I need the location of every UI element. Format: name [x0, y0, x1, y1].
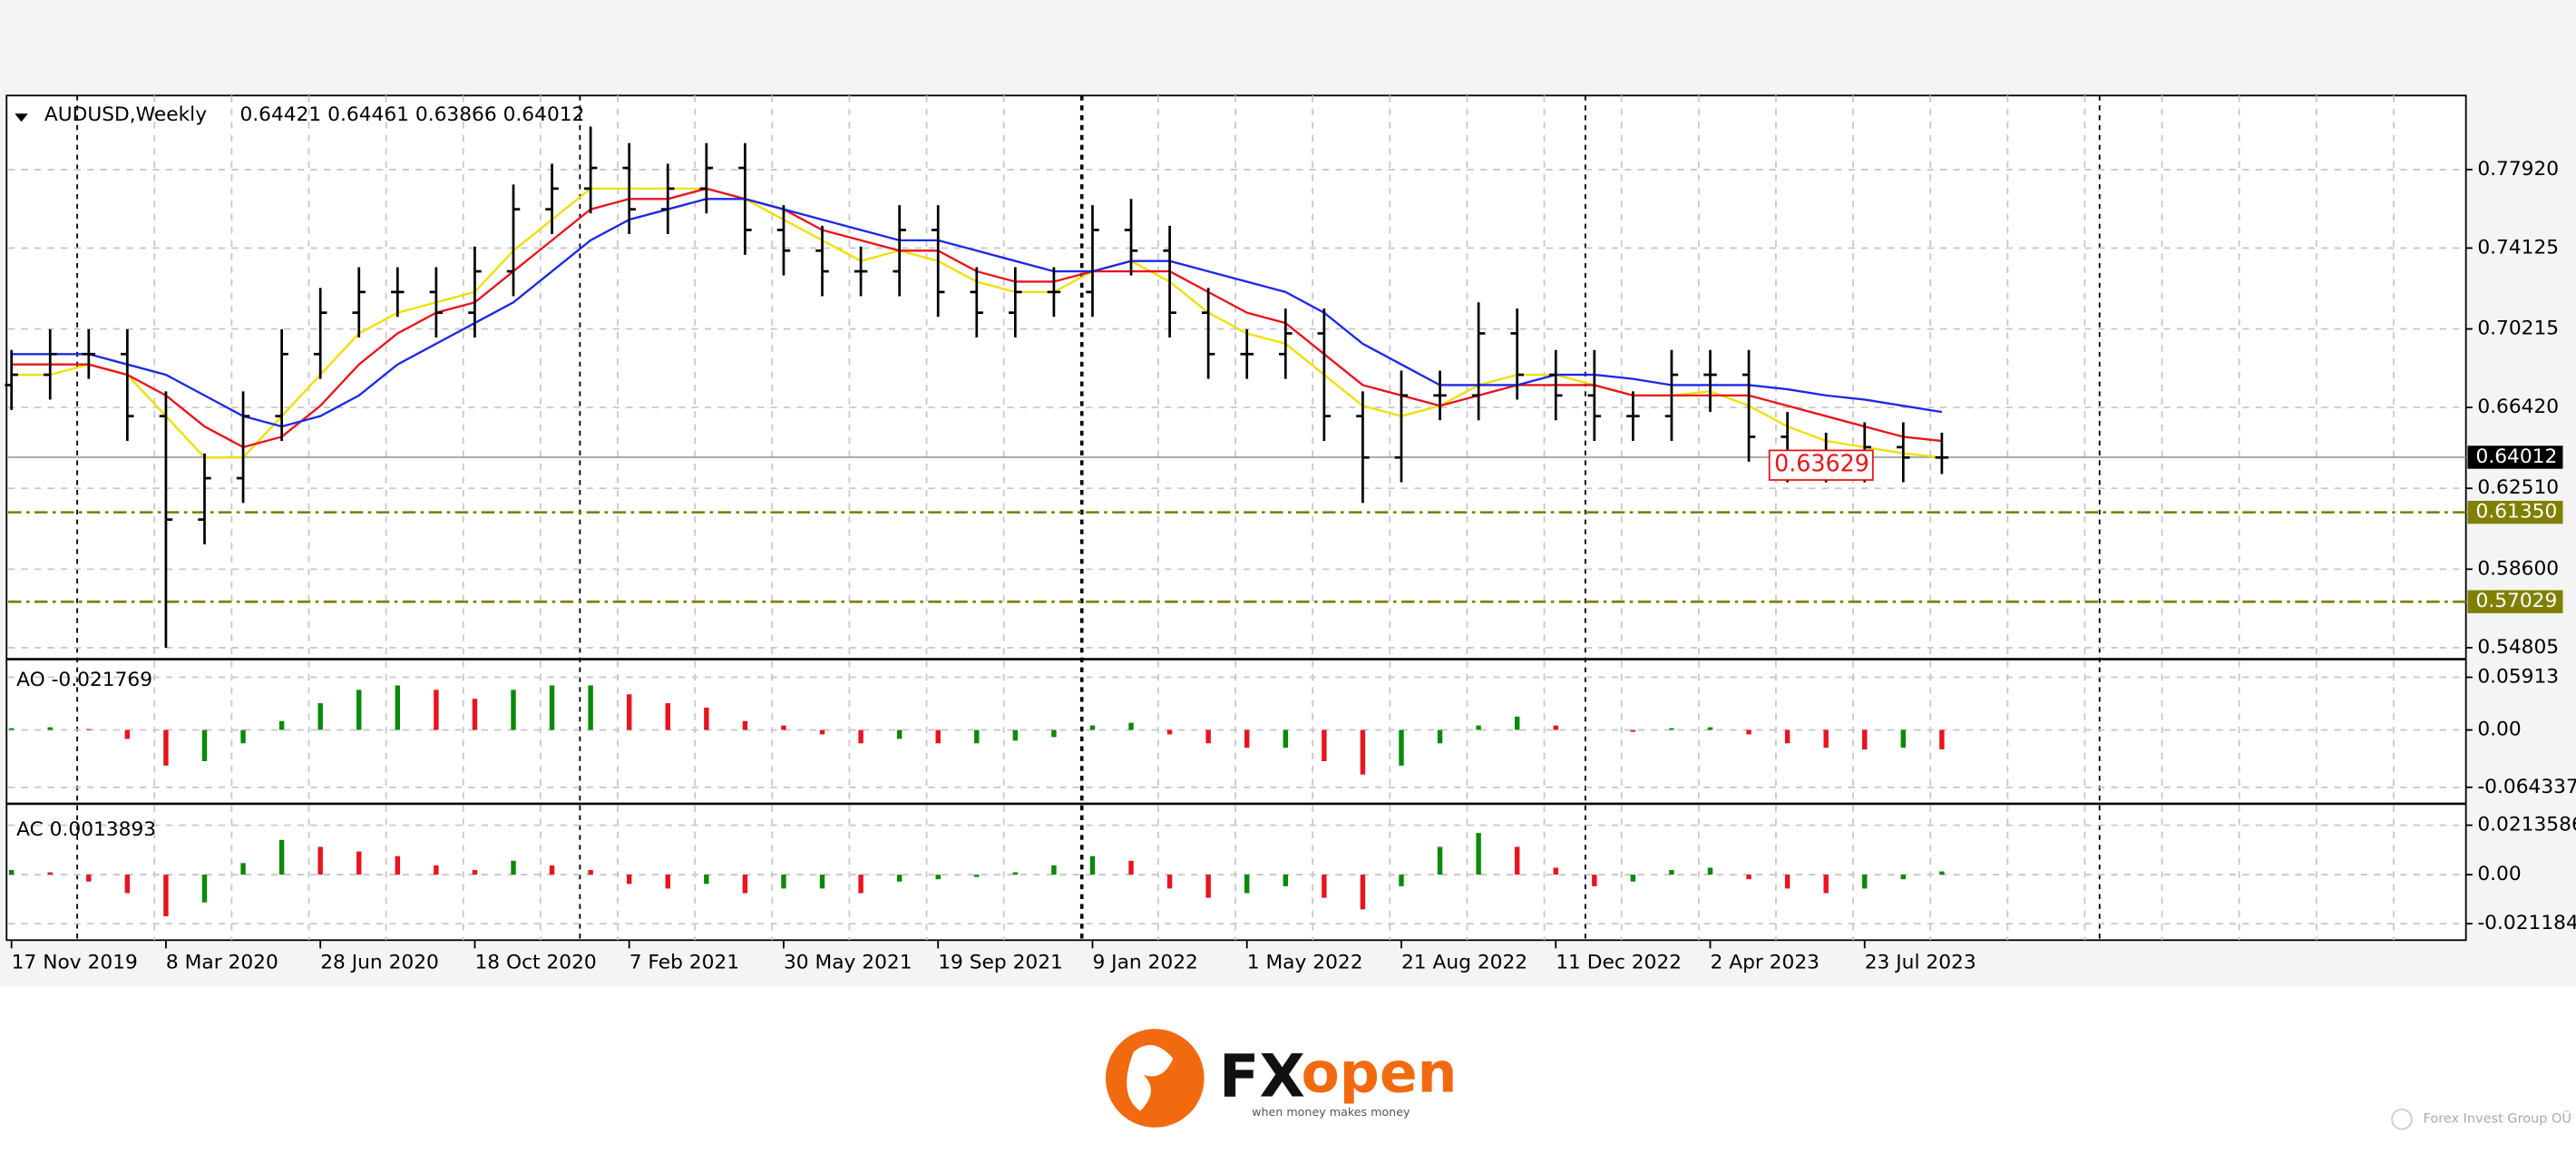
- level-label: 0.57029: [2476, 590, 2558, 612]
- brand-fx: FX: [1219, 1042, 1305, 1110]
- x-tick-label: 19 Sep 2021: [938, 952, 1063, 974]
- x-tick-label: 30 May 2021: [784, 952, 912, 974]
- ac-label: AC 0.0013893: [16, 818, 156, 841]
- x-tick-label: 21 Aug 2022: [1401, 952, 1527, 974]
- y-tick-label: 0.00: [2477, 863, 2521, 885]
- y-tick-label: 0.77920: [2477, 158, 2559, 181]
- y-tick-label: 0.05913: [2477, 666, 2559, 689]
- current-price-label: 0.64012: [2476, 445, 2558, 468]
- y-tick-label: 0.00: [2477, 719, 2521, 741]
- symbol: AUDUSD,Weekly: [44, 103, 207, 126]
- x-tick-label: 18 Oct 2020: [474, 952, 596, 974]
- logo-shape: [1127, 1044, 1174, 1111]
- x-tick-label: 9 Jan 2022: [1092, 952, 1197, 974]
- y-tick-label: 0.66420: [2477, 396, 2559, 418]
- logo-icon: [1105, 1029, 1205, 1128]
- level-box: [2467, 590, 2563, 613]
- level-label: 0.61350: [2476, 501, 2558, 523]
- x-tick-label: 8 Mar 2020: [166, 952, 278, 974]
- collapse-arrow: [15, 113, 28, 122]
- x-tick-label: 28 Jun 2020: [320, 952, 439, 974]
- grid: [8, 95, 2466, 941]
- brand-open: open: [1301, 1041, 1457, 1106]
- ao-label: AO -0.021769: [16, 669, 152, 691]
- current-price-box: [2467, 445, 2563, 469]
- level-box: [2467, 501, 2563, 524]
- x-tick-label: 17 Nov 2019: [12, 952, 138, 974]
- y-tick-label: -0.0211849: [2477, 912, 2576, 934]
- tagline: when money makes money: [1252, 1105, 1410, 1119]
- x-tick-label: 11 Dec 2022: [1556, 952, 1682, 974]
- y-tick-label: 0.62510: [2477, 476, 2559, 499]
- y-tick-label: -0.064337: [2477, 776, 2576, 798]
- footer: FX open when money makes money Forex Inv…: [1105, 1029, 2571, 1130]
- y-tick-label: 0.74125: [2477, 236, 2559, 259]
- company: Forex Invest Group OÜ: [2424, 1110, 2571, 1127]
- ohlc-text: 0.64421 0.64461 0.63866 0.64012: [239, 103, 584, 126]
- y-tick-label: 0.0213586: [2477, 814, 2576, 836]
- company-icon: [2391, 1108, 2413, 1130]
- x-tick-label: 2 Apr 2023: [1710, 952, 1819, 974]
- y-tick-label: 0.58600: [2477, 557, 2559, 580]
- low-marker: 0.63629: [1774, 450, 1869, 477]
- moving-average: [11, 198, 1943, 428]
- x-tick-label: 1 May 2022: [1247, 952, 1363, 974]
- low-marker-box: [1768, 449, 1874, 481]
- y-tick-label: 0.70215: [2477, 318, 2559, 340]
- x-tick-label: 23 Jul 2023: [1865, 952, 1976, 974]
- y-tick-label: 0.54805: [2477, 636, 2559, 659]
- x-tick-label: 7 Feb 2021: [629, 952, 739, 974]
